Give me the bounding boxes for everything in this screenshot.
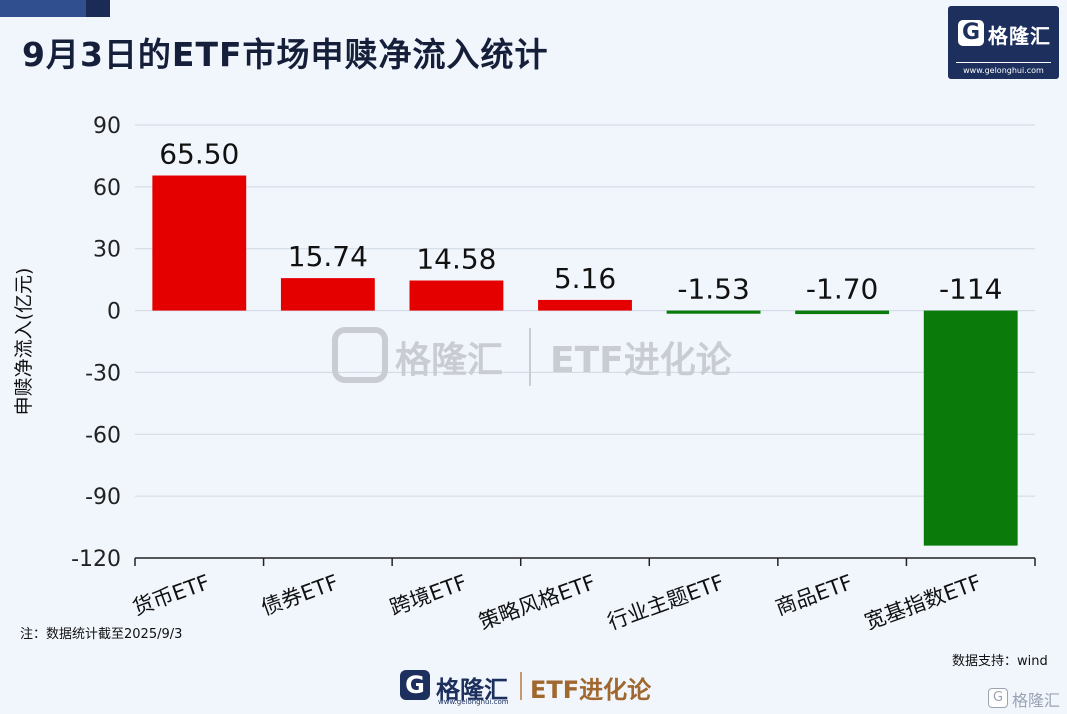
- footer-logo-name: 格隆汇: [436, 676, 508, 704]
- data-label: 65.50: [159, 138, 239, 171]
- data-label: 15.74: [288, 240, 368, 273]
- x-tick-label: 货币ETF: [129, 570, 213, 620]
- footer-brand: G 格隆汇 www.gelonghui.com ETF进化论: [400, 664, 700, 708]
- logo-divider: [956, 62, 1051, 63]
- bar-4: [666, 310, 761, 314]
- bar-6: [923, 310, 1018, 546]
- bar-3: [538, 299, 632, 311]
- y-tick-label: 30: [93, 238, 121, 263]
- bar-1: [280, 278, 375, 311]
- corner-brand-name: 格隆汇: [1012, 691, 1061, 710]
- data-label: -114: [939, 273, 1003, 306]
- bar-5: [795, 310, 890, 315]
- footer-divider: [520, 672, 522, 700]
- footer-logo-url: www.gelonghui.com: [438, 698, 509, 706]
- x-tick-label: 债券ETF: [258, 570, 342, 620]
- y-tick-label: -90: [85, 485, 121, 510]
- corner-g-icon: G: [988, 688, 1008, 708]
- footer-product-name: ETF进化论: [530, 676, 652, 704]
- y-tick-label: -30: [85, 361, 121, 386]
- y-tick-label: 90: [93, 114, 121, 139]
- x-tick-label: 跨境ETF: [387, 570, 471, 620]
- y-tick-label: 60: [93, 176, 121, 201]
- watermark-product: ETF进化论: [550, 340, 733, 381]
- watermark-brand: 格隆汇: [395, 340, 503, 381]
- data-label: -1.70: [806, 273, 878, 306]
- corner-decoration: [0, 0, 110, 17]
- x-tick-label: 行业主题ETF: [604, 570, 727, 630]
- y-tick-label: -60: [85, 423, 121, 448]
- data-source: 数据支持：wind: [952, 654, 1048, 669]
- logo-name: 格隆汇: [988, 24, 1051, 48]
- data-label: -1.53: [677, 273, 749, 306]
- logo-url: www.gelonghui.com: [963, 66, 1044, 75]
- chart-title: 9月3日的ETF市场申赎净流入统计: [22, 35, 549, 74]
- corner-watermark: G 格隆汇: [988, 686, 1064, 710]
- data-label: 14.58: [416, 243, 496, 276]
- watermark-g-icon: [332, 327, 388, 383]
- bar-0: [152, 175, 247, 311]
- brand-logo: G 格隆汇 www.gelonghui.com: [948, 6, 1059, 79]
- bar-chart: 90 60 30 0 -30 -60 -90 -120 格隆汇 ETF进化论 65.50 15.74 1…: [13, 114, 1036, 630]
- x-tick-label: 商品ETF: [772, 570, 856, 620]
- data-note: 注：数据统计截至2025/9/3: [20, 627, 183, 642]
- footer-logo-g-icon: G: [400, 670, 430, 700]
- x-tick-label: 策略风格ETF: [476, 570, 599, 630]
- y-tick-label: 0: [107, 300, 121, 325]
- x-tick-label: 宽基指数ETF: [861, 570, 984, 630]
- y-axis-title: 申赎净流入(亿元): [13, 268, 35, 416]
- logo-g-icon: G: [958, 20, 984, 46]
- y-tick-label: -120: [71, 547, 121, 572]
- data-label: 5.16: [554, 262, 616, 295]
- corner-block-dark: [86, 0, 110, 17]
- bar-2: [409, 280, 504, 311]
- corner-block-light: [0, 0, 86, 17]
